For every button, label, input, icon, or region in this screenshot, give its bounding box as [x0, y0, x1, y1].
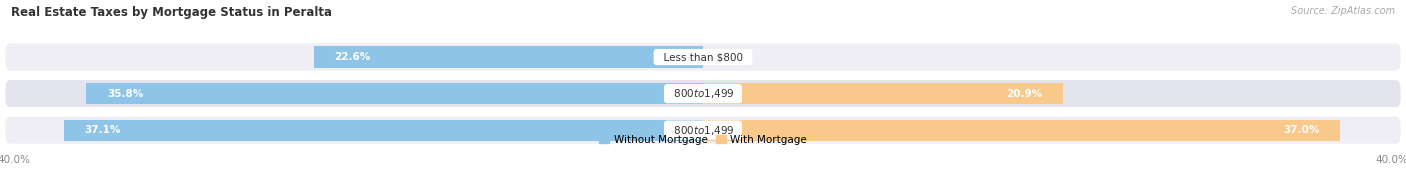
FancyBboxPatch shape: [6, 117, 1400, 144]
Text: $800 to $1,499: $800 to $1,499: [666, 124, 740, 137]
Text: 37.1%: 37.1%: [84, 125, 121, 135]
FancyBboxPatch shape: [6, 43, 1400, 71]
Bar: [314, 46, 703, 68]
Text: 37.0%: 37.0%: [1284, 125, 1320, 135]
Bar: [65, 120, 703, 141]
Text: $800 to $1,499: $800 to $1,499: [666, 87, 740, 100]
Bar: [703, 120, 1340, 141]
Text: 22.6%: 22.6%: [335, 52, 371, 62]
FancyBboxPatch shape: [6, 80, 1400, 107]
Text: 0.0%: 0.0%: [711, 52, 738, 62]
Text: Less than $800: Less than $800: [657, 52, 749, 62]
Legend: Without Mortgage, With Mortgage: Without Mortgage, With Mortgage: [595, 131, 811, 149]
Bar: [86, 83, 703, 104]
Text: Real Estate Taxes by Mortgage Status in Peralta: Real Estate Taxes by Mortgage Status in …: [11, 6, 332, 19]
Text: 35.8%: 35.8%: [107, 89, 143, 99]
Bar: [703, 83, 1063, 104]
Text: 20.9%: 20.9%: [1007, 89, 1042, 99]
Text: Source: ZipAtlas.com: Source: ZipAtlas.com: [1291, 6, 1395, 16]
